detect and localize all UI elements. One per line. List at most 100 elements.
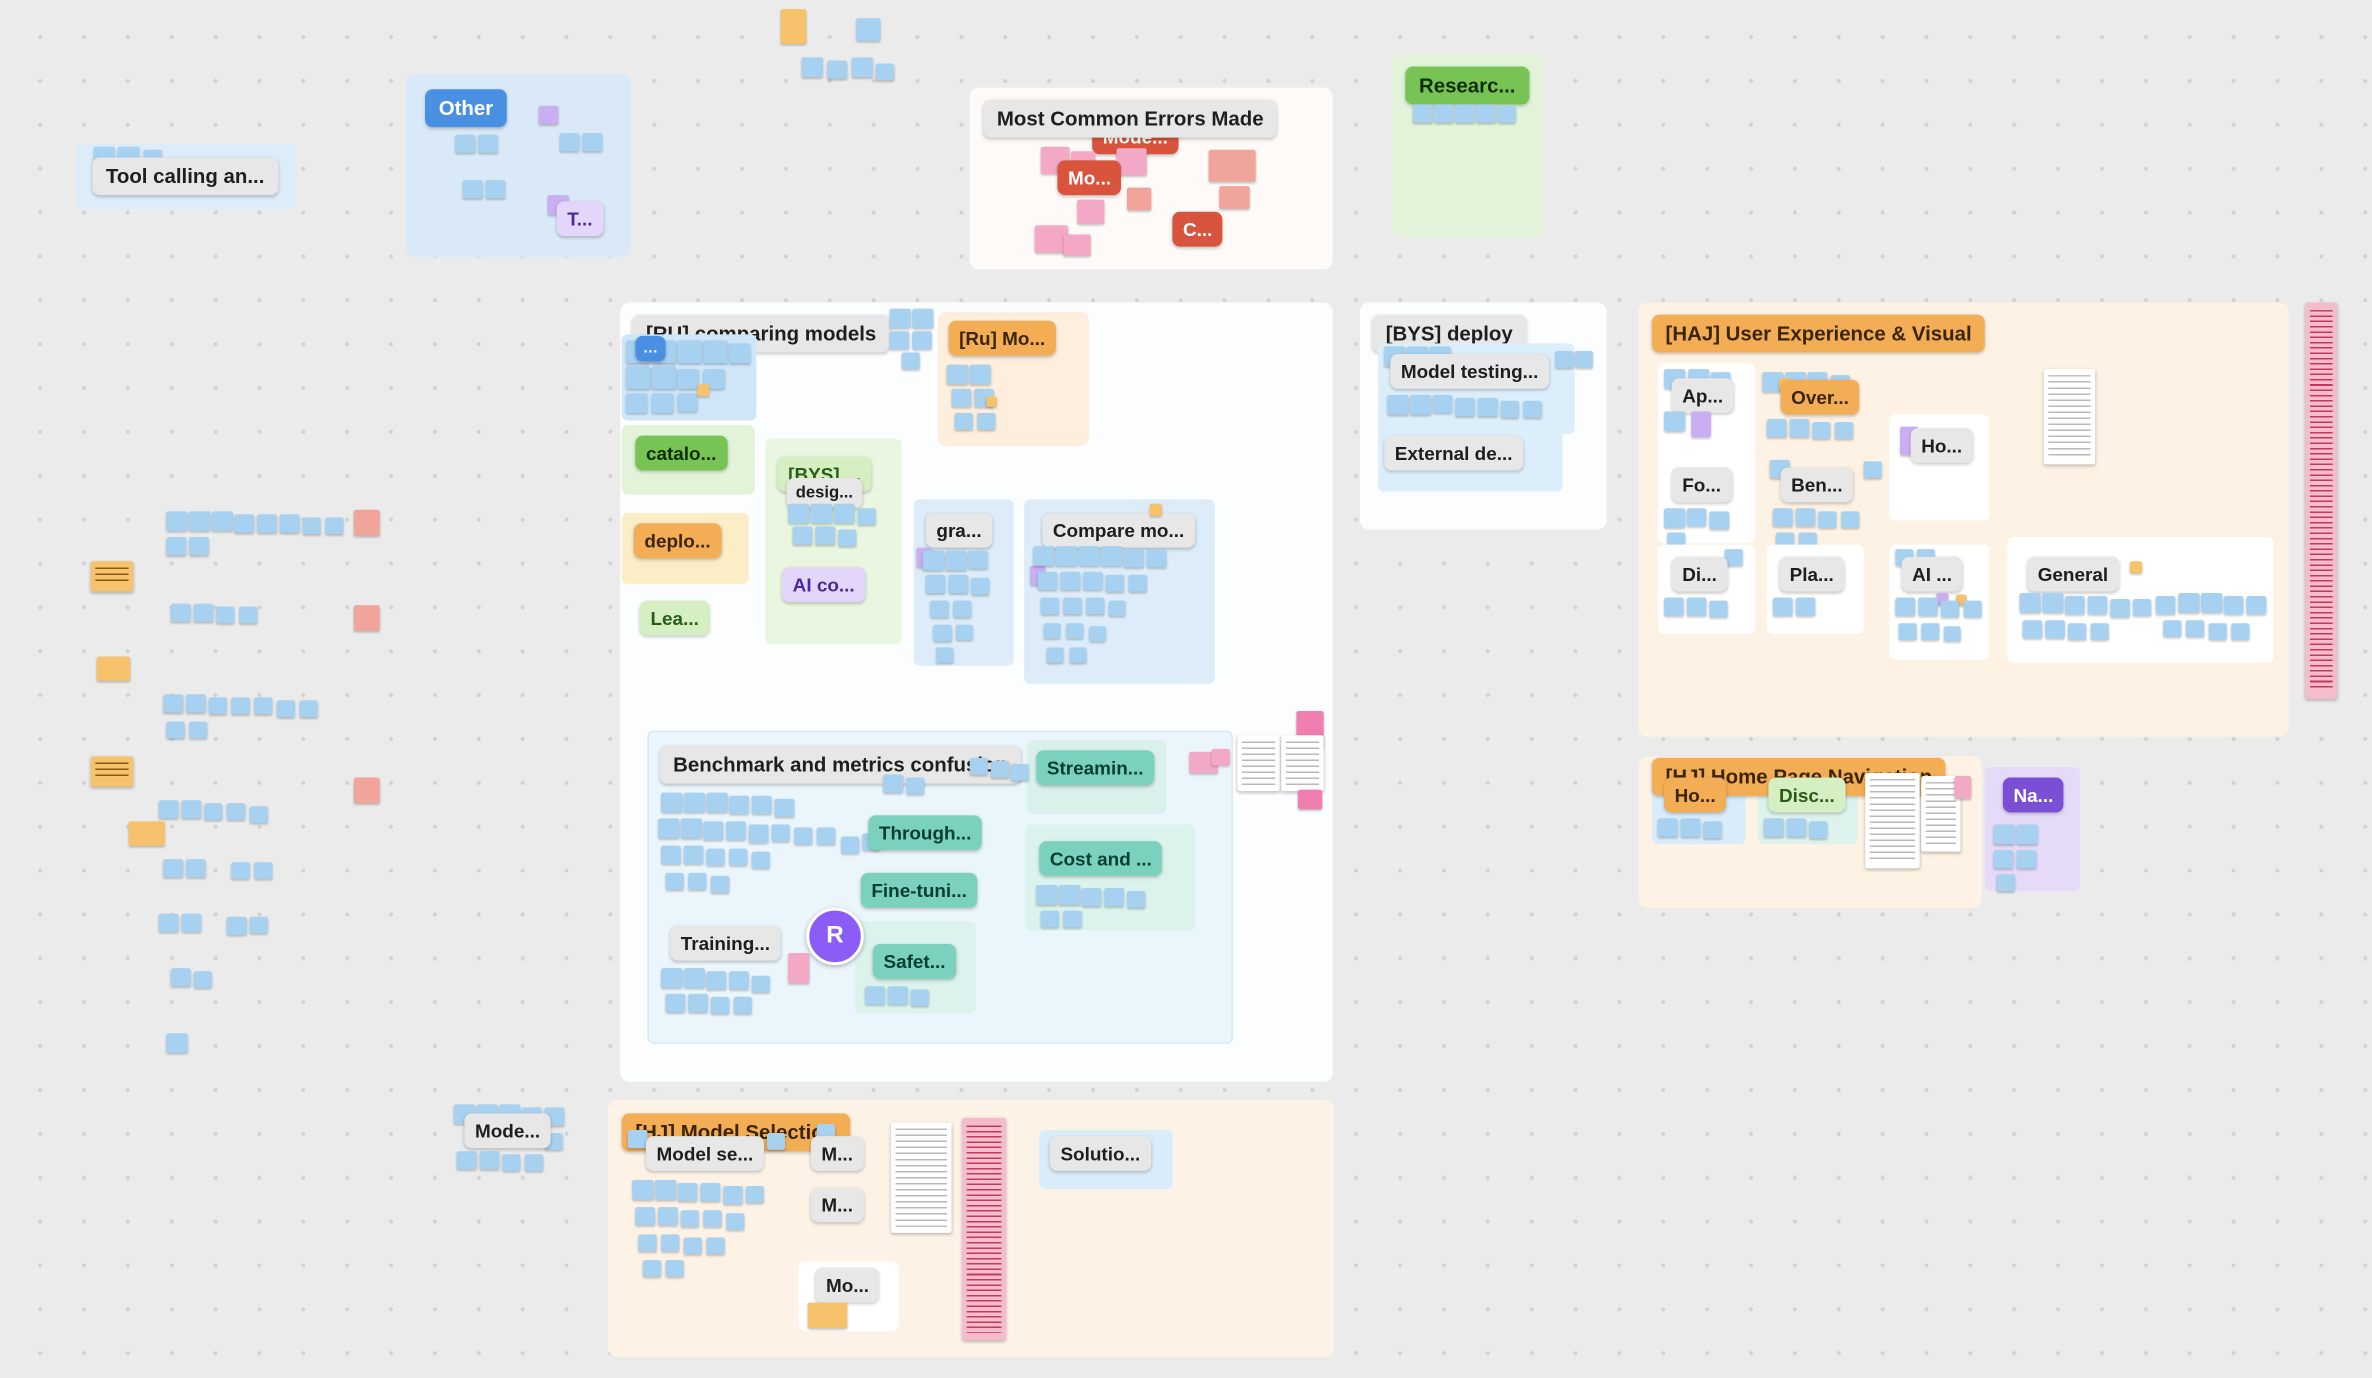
label-m1[interactable]: M... <box>810 1136 864 1171</box>
sticky-note[interactable] <box>502 1154 521 1171</box>
sticky-note[interactable] <box>751 975 770 993</box>
sticky-note[interactable] <box>1809 821 1828 839</box>
sticky-note[interactable] <box>729 343 751 364</box>
sticky-note[interactable] <box>807 1302 848 1329</box>
sticky-note[interactable] <box>456 1151 477 1170</box>
sticky-note-with-text[interactable] <box>90 756 134 787</box>
label-ru-mo[interactable]: [Ru] Mo... <box>948 320 1056 356</box>
sticky-note[interactable] <box>231 697 250 715</box>
label-training[interactable]: Training... <box>670 925 781 961</box>
sticky-note[interactable] <box>910 989 929 1006</box>
sticky-note[interactable] <box>299 700 318 718</box>
sticky-note[interactable] <box>1455 104 1475 123</box>
sticky-note[interactable] <box>951 388 972 407</box>
sticky-note[interactable] <box>733 996 752 1014</box>
sticky-note[interactable] <box>1686 597 1707 616</box>
label-model-se[interactable]: Model se... <box>645 1136 764 1171</box>
sticky-note[interactable] <box>788 503 810 524</box>
sticky-note[interactable] <box>661 968 683 988</box>
sticky-note[interactable] <box>1477 397 1498 417</box>
sticky-note[interactable] <box>661 1234 680 1252</box>
sticky-note[interactable] <box>1680 818 1701 837</box>
sticky-note[interactable] <box>478 134 498 153</box>
sticky-note[interactable] <box>792 526 813 545</box>
sticky-note[interactable] <box>683 792 705 813</box>
sticky-note[interactable] <box>1387 394 1409 415</box>
sticky-note[interactable] <box>683 968 705 988</box>
sticky-note[interactable] <box>2231 623 2250 640</box>
sticky-note[interactable] <box>181 800 202 819</box>
sticky-note[interactable] <box>723 1186 743 1205</box>
sticky-note[interactable] <box>1703 821 1722 839</box>
label-m2[interactable]: M... <box>810 1187 864 1223</box>
sticky-note[interactable] <box>1083 571 1103 590</box>
sticky-note[interactable] <box>766 1133 786 1150</box>
sticky-note[interactable] <box>485 180 506 199</box>
sticky-note[interactable] <box>1063 597 1082 615</box>
sticky-note[interactable] <box>1795 597 1816 616</box>
sticky-note[interactable] <box>677 1182 698 1202</box>
sticky-note[interactable] <box>703 369 725 389</box>
sticky-note[interactable] <box>582 133 603 152</box>
sticky-note[interactable] <box>771 824 790 842</box>
sticky-note[interactable] <box>922 550 944 571</box>
sticky-note[interactable] <box>1555 350 1574 368</box>
sticky-note[interactable] <box>1863 461 1882 479</box>
sticky-note[interactable] <box>889 308 911 329</box>
label-lea[interactable]: Lea... <box>639 600 710 636</box>
sticky-note[interactable] <box>801 57 823 78</box>
sticky-note[interactable] <box>2042 593 2064 613</box>
sticky-note[interactable] <box>1789 419 1810 438</box>
sticky-note[interactable] <box>774 798 795 817</box>
sticky-note[interactable] <box>1033 546 1055 566</box>
sticky-note[interactable] <box>1523 400 1542 418</box>
sticky-note[interactable] <box>833 503 855 524</box>
label-ai[interactable]: AI ... <box>1901 556 1963 592</box>
label-gra[interactable]: gra... <box>925 512 993 548</box>
sticky-note[interactable] <box>538 105 559 125</box>
sticky-note[interactable] <box>189 537 209 556</box>
text-note[interactable] <box>891 1122 952 1233</box>
sticky-note[interactable] <box>945 550 967 571</box>
sticky-note[interactable] <box>912 331 932 350</box>
sticky-note[interactable] <box>1993 824 2015 845</box>
label-ben[interactable]: Ben... <box>1780 467 1854 503</box>
sticky-note[interactable] <box>1040 910 1059 928</box>
sticky-note[interactable] <box>968 550 988 569</box>
sticky-note[interactable] <box>276 700 295 718</box>
sticky-note[interactable] <box>683 845 704 864</box>
cluster-label-mode[interactable]: Mode... <box>464 1113 551 1149</box>
sticky-note[interactable] <box>729 971 749 990</box>
sticky-note[interactable] <box>827 60 848 79</box>
sticky-note[interactable] <box>239 606 258 624</box>
label-hidden-blue[interactable]: … <box>635 335 666 362</box>
sticky-note[interactable] <box>302 517 321 535</box>
sticky-note[interactable] <box>953 600 972 618</box>
sticky-note[interactable] <box>1043 623 1061 639</box>
sticky-note[interactable] <box>1058 884 1081 905</box>
sticky-note[interactable] <box>665 1260 684 1277</box>
sticky-note[interactable] <box>254 697 273 715</box>
label-mo-red[interactable]: Mo... <box>1057 160 1122 196</box>
sticky-note[interactable] <box>455 134 476 153</box>
sticky-note[interactable] <box>1943 626 1961 642</box>
sticky-note[interactable] <box>969 364 991 385</box>
sticky-note[interactable] <box>2090 623 2109 640</box>
sticky-note[interactable] <box>2201 593 2223 613</box>
sticky-note[interactable] <box>651 366 677 389</box>
sticky-note[interactable] <box>956 624 973 640</box>
sticky-note[interactable] <box>2064 596 2085 615</box>
label-external[interactable]: External de... <box>1384 435 1524 471</box>
sticky-note[interactable] <box>651 393 674 413</box>
sticky-note[interactable] <box>170 603 191 622</box>
sticky-note[interactable] <box>1127 891 1146 908</box>
sticky-note[interactable] <box>163 859 184 878</box>
sticky-note[interactable] <box>1081 887 1102 907</box>
sticky-note[interactable] <box>163 694 184 713</box>
sticky-note[interactable] <box>1657 818 1678 837</box>
sticky-note[interactable] <box>181 913 202 932</box>
sticky-note[interactable] <box>226 803 246 820</box>
sticky-note[interactable] <box>680 818 702 839</box>
sticky-note[interactable] <box>751 795 772 814</box>
